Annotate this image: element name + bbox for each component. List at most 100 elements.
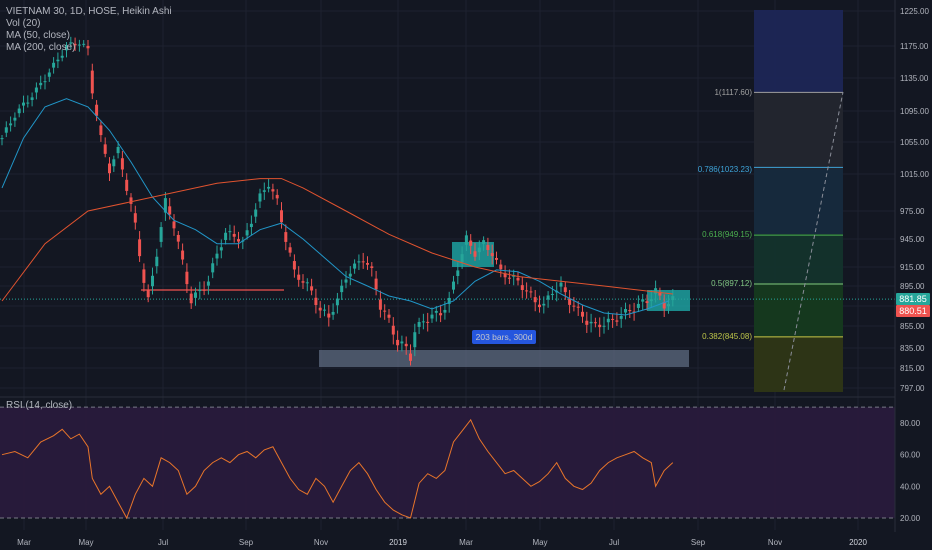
candle-body [297, 274, 301, 280]
candle-body [202, 289, 206, 291]
candle-body [387, 314, 391, 318]
candle-body [353, 263, 357, 269]
candle-body [460, 254, 464, 263]
candle-body [585, 320, 589, 325]
candle-body [654, 288, 658, 294]
candle-body [335, 298, 339, 306]
candle-body [520, 285, 524, 290]
candle-body [13, 117, 17, 121]
fib-label-0382: 0.382(845.08) [702, 332, 752, 341]
time-tick-label: 2019 [389, 538, 407, 547]
price-tag-prior: 880.51 [896, 305, 930, 317]
fibonacci-retracement[interactable] [754, 10, 844, 392]
time-tick-label: 2020 [849, 538, 867, 547]
fib-trend-line [783, 91, 844, 391]
candle-body [172, 221, 176, 229]
candle-body [168, 206, 172, 215]
candle-body [374, 278, 378, 290]
candle-body [503, 273, 507, 278]
candle-body [82, 43, 86, 45]
candle-body [17, 108, 21, 114]
candle-body [211, 263, 215, 273]
candle-body [4, 127, 8, 133]
time-tick-label: Mar [17, 538, 31, 547]
candle-body [581, 311, 584, 317]
candle-body [516, 277, 520, 281]
candle-body [120, 158, 124, 170]
candle-body [477, 247, 481, 253]
price-tick-label: 855.00 [900, 322, 925, 331]
candle-body [249, 223, 253, 228]
candle-body [159, 227, 163, 242]
candle-body [348, 273, 352, 277]
candle-body [73, 43, 77, 46]
time-tick-label: May [532, 538, 547, 547]
drawing-boxes[interactable] [0, 242, 895, 367]
time-tick-label: Sep [239, 538, 254, 547]
candle-body [593, 322, 597, 324]
candle-body [151, 275, 154, 287]
candle-body [378, 299, 382, 310]
candle-body [658, 291, 662, 296]
candle-body [292, 261, 296, 270]
candle-body [314, 297, 318, 305]
candle-body [52, 62, 56, 68]
candle-body [163, 198, 167, 213]
moving-averages [1, 98, 673, 316]
candle-body [490, 253, 494, 257]
candle-body [413, 332, 417, 348]
time-tick-label: May [78, 538, 93, 547]
legend-ma200[interactable]: MA (200, close) [6, 42, 76, 53]
candle-body [568, 298, 572, 305]
time-tick-label: Nov [768, 538, 782, 547]
candle-body [611, 318, 615, 320]
price-tick-label: 815.00 [900, 364, 925, 373]
price-tick-label: 915.00 [900, 263, 925, 272]
fib-label-05: 0.5(897.12) [711, 279, 752, 288]
candle-body [589, 321, 593, 324]
candle-body [77, 44, 81, 46]
fib-zone [754, 169, 843, 234]
legend-volume[interactable]: Vol (20) [6, 18, 41, 29]
candle-body [671, 296, 675, 301]
candle-body [26, 102, 30, 104]
candle-body [533, 297, 537, 303]
fib-zone [754, 92, 843, 169]
candle-body [525, 290, 529, 292]
candle-body [615, 320, 619, 322]
candle-body [258, 193, 262, 202]
candle-body [417, 322, 421, 327]
candle-body [232, 233, 236, 237]
candle-body [34, 87, 38, 93]
candle-body [138, 239, 142, 257]
price-tick-label: 835.00 [900, 344, 925, 353]
legend-ma50[interactable]: MA (50, close) [6, 30, 70, 41]
candle-body [284, 232, 288, 242]
ma50-line [1, 98, 669, 316]
candle-body [112, 159, 116, 167]
candle-body [344, 279, 348, 283]
time-tick-label: Mar [459, 538, 473, 547]
candle-body [495, 257, 498, 260]
bars-range-label: 203 bars, 300d [472, 330, 536, 344]
candle-body [181, 250, 185, 260]
fib-label-0618: 0.618(949.15) [702, 230, 752, 239]
candle-body [396, 339, 400, 346]
grid [0, 0, 895, 530]
candle-body [254, 209, 258, 217]
candle-body [305, 282, 309, 284]
rsi-title[interactable]: RSI (14, close) [6, 400, 73, 411]
candle-body [327, 313, 331, 318]
legend-symbol[interactable]: VIETNAM 30, 1D, HOSE, Heikin Ashi [6, 6, 172, 17]
candle-body [421, 321, 425, 323]
rsi-tick-label: 60.00 [900, 451, 921, 460]
candle-body [275, 194, 279, 199]
candle-body [507, 277, 511, 279]
price-tick-label: 1095.00 [900, 107, 929, 116]
candle-body [125, 179, 129, 191]
candle-body [310, 286, 314, 291]
candle-body [245, 230, 249, 236]
fib-zone [754, 336, 843, 392]
candle-body [219, 247, 223, 251]
